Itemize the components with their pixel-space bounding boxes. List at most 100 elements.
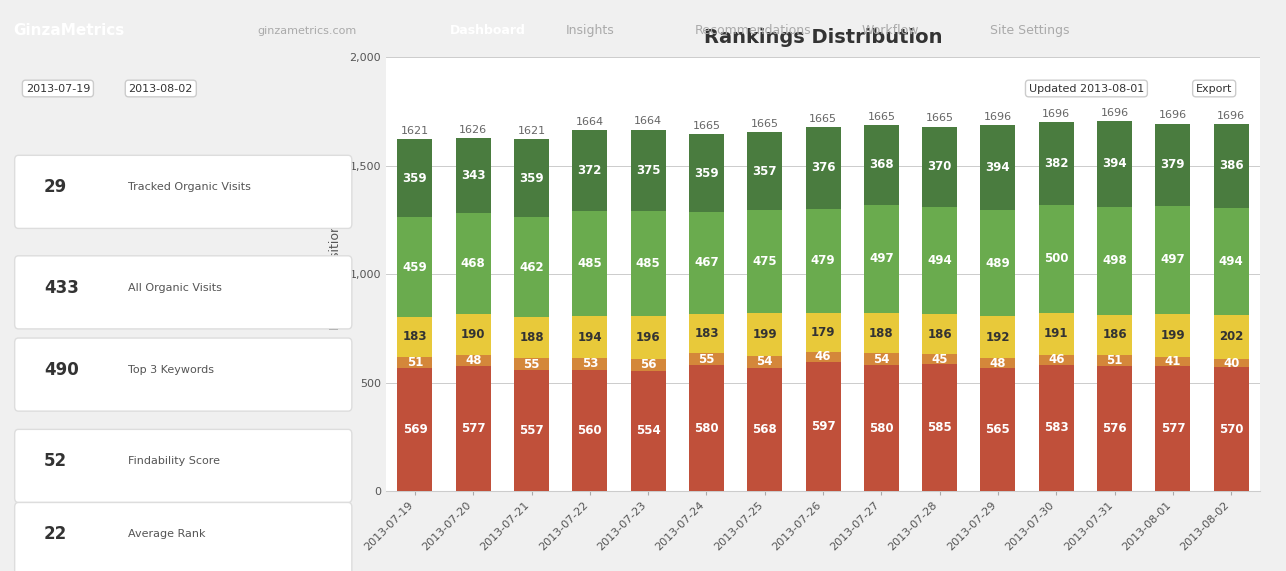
Text: 52: 52 — [44, 452, 67, 471]
Text: 1626: 1626 — [459, 125, 487, 135]
Bar — [864, 313, 899, 353]
Bar — [1155, 124, 1191, 206]
Bar — [1097, 366, 1132, 491]
Text: 554: 554 — [635, 424, 661, 437]
Text: 580: 580 — [869, 421, 894, 435]
Bar — [455, 366, 491, 491]
Bar — [1214, 208, 1249, 315]
Text: 55: 55 — [698, 353, 715, 366]
Text: 577: 577 — [1160, 422, 1186, 435]
Bar — [1097, 121, 1132, 207]
Text: 188: 188 — [520, 331, 544, 344]
Bar — [397, 139, 432, 217]
Text: 359: 359 — [520, 172, 544, 185]
Text: 2013-08-02: 2013-08-02 — [129, 83, 193, 94]
Text: 394: 394 — [1102, 158, 1127, 170]
Bar — [455, 212, 491, 314]
Text: 54: 54 — [756, 356, 773, 368]
Bar — [864, 353, 899, 365]
Bar — [630, 359, 666, 371]
Text: 194: 194 — [577, 331, 602, 344]
Bar — [747, 313, 782, 356]
Text: 1665: 1665 — [926, 113, 954, 123]
Text: 53: 53 — [581, 357, 598, 371]
Bar — [1039, 364, 1074, 491]
Y-axis label: Keyword Positions: Keyword Positions — [329, 218, 342, 330]
Text: Updated 2013-08-01: Updated 2013-08-01 — [1029, 83, 1145, 94]
Text: 570: 570 — [1219, 423, 1244, 436]
Bar — [572, 316, 607, 358]
Bar — [1039, 313, 1074, 355]
Text: 1664: 1664 — [634, 116, 662, 126]
Text: 29: 29 — [44, 178, 67, 196]
Bar — [397, 356, 432, 368]
Text: Recommendations: Recommendations — [694, 25, 811, 37]
Bar — [689, 212, 724, 313]
Text: 51: 51 — [1106, 354, 1123, 367]
Text: 459: 459 — [403, 260, 427, 274]
Text: 467: 467 — [694, 256, 719, 270]
Bar — [514, 217, 549, 317]
Text: 500: 500 — [1044, 252, 1069, 266]
Text: 382: 382 — [1044, 156, 1069, 170]
Text: 179: 179 — [810, 325, 836, 339]
Text: 490: 490 — [44, 361, 78, 379]
Text: 370: 370 — [927, 160, 952, 173]
Text: 46: 46 — [1048, 353, 1065, 366]
Text: 569: 569 — [403, 423, 427, 436]
Bar — [747, 132, 782, 210]
Text: 433: 433 — [44, 279, 78, 297]
Text: 190: 190 — [460, 328, 486, 341]
Bar — [1097, 315, 1132, 355]
Text: 46: 46 — [815, 350, 831, 363]
Text: 1621: 1621 — [401, 126, 430, 136]
Bar — [747, 368, 782, 491]
Text: 1665: 1665 — [751, 119, 779, 129]
FancyBboxPatch shape — [14, 502, 352, 571]
Text: 45: 45 — [931, 353, 948, 366]
Text: 357: 357 — [752, 164, 777, 178]
Text: 494: 494 — [1219, 255, 1244, 268]
Text: Top 3 Keywords: Top 3 Keywords — [129, 365, 215, 375]
Text: 54: 54 — [873, 353, 890, 366]
Text: ginzametrics.com: ginzametrics.com — [257, 26, 356, 36]
Bar — [747, 356, 782, 368]
Text: 485: 485 — [577, 257, 602, 270]
Bar — [514, 358, 549, 370]
Bar — [1155, 314, 1191, 357]
Bar — [805, 127, 841, 209]
Text: 40: 40 — [1223, 356, 1240, 369]
Bar — [922, 314, 957, 355]
Bar — [455, 314, 491, 355]
Text: 497: 497 — [1160, 254, 1186, 266]
Bar — [514, 139, 549, 217]
Bar — [397, 217, 432, 317]
Text: Insights: Insights — [566, 25, 615, 37]
Bar — [572, 211, 607, 316]
Bar — [630, 211, 666, 316]
Bar — [572, 369, 607, 491]
Text: 462: 462 — [520, 261, 544, 274]
Text: 1665: 1665 — [692, 121, 720, 131]
FancyBboxPatch shape — [14, 429, 352, 502]
Text: 192: 192 — [985, 331, 1011, 344]
Text: Dashboard: Dashboard — [450, 25, 526, 37]
Text: 583: 583 — [1044, 421, 1069, 435]
Bar — [1214, 315, 1249, 359]
Text: 1696: 1696 — [984, 111, 1012, 122]
Text: 576: 576 — [1102, 422, 1127, 435]
Text: 48: 48 — [990, 357, 1006, 370]
Text: 183: 183 — [694, 327, 719, 340]
Bar — [1155, 357, 1191, 366]
Bar — [1039, 204, 1074, 313]
Text: 48: 48 — [466, 354, 481, 367]
Text: 1696: 1696 — [1159, 110, 1187, 120]
Text: 359: 359 — [403, 172, 427, 185]
Text: 1696: 1696 — [1101, 108, 1129, 118]
Text: 188: 188 — [869, 327, 894, 340]
Text: 394: 394 — [985, 161, 1011, 174]
Text: 498: 498 — [1102, 254, 1127, 267]
Bar — [455, 355, 491, 366]
Text: 580: 580 — [694, 421, 719, 435]
Bar — [1039, 355, 1074, 364]
